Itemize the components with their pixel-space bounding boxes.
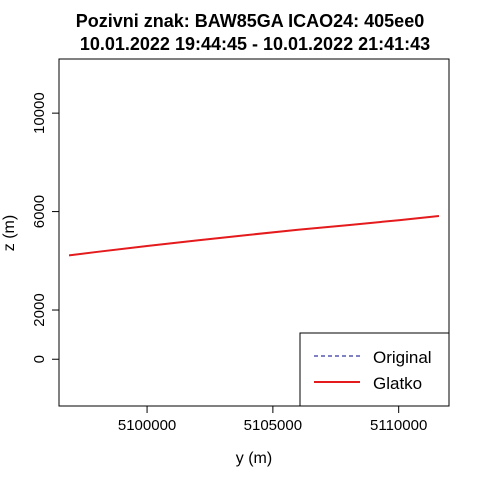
y-axis: 0 2000 6000 10000: [31, 92, 59, 363]
y-tick-label: 2000: [31, 293, 48, 326]
y-tick-label: 6000: [31, 195, 48, 228]
series-layer: [68, 215, 440, 257]
y-tick-label: 0: [31, 355, 48, 363]
chart-subtitle: 10.01.2022 19:44:45 - 10.01.2022 21:41:4…: [80, 34, 430, 54]
legend-label-glatko: Glatko: [373, 374, 422, 393]
legend: Original Glatko: [299, 332, 450, 407]
chart-title: Pozivni znak: BAW85GA ICAO24: 405ee0: [76, 11, 424, 31]
x-tick-label: 5100000: [118, 417, 176, 434]
plot-frame: [58, 58, 450, 407]
x-axis: 5100000 5105000 5110000: [118, 406, 427, 434]
legend-box: [299, 332, 450, 407]
legend-label-original: Original: [373, 348, 432, 367]
y-tick-label: 10000: [31, 92, 48, 134]
x-tick-label: 5105000: [244, 417, 302, 434]
x-axis-label: y (m): [236, 450, 272, 467]
series-line-glatko: [68, 215, 440, 257]
x-tick-label: 5110000: [370, 417, 427, 434]
y-axis-label: z (m): [1, 215, 18, 251]
